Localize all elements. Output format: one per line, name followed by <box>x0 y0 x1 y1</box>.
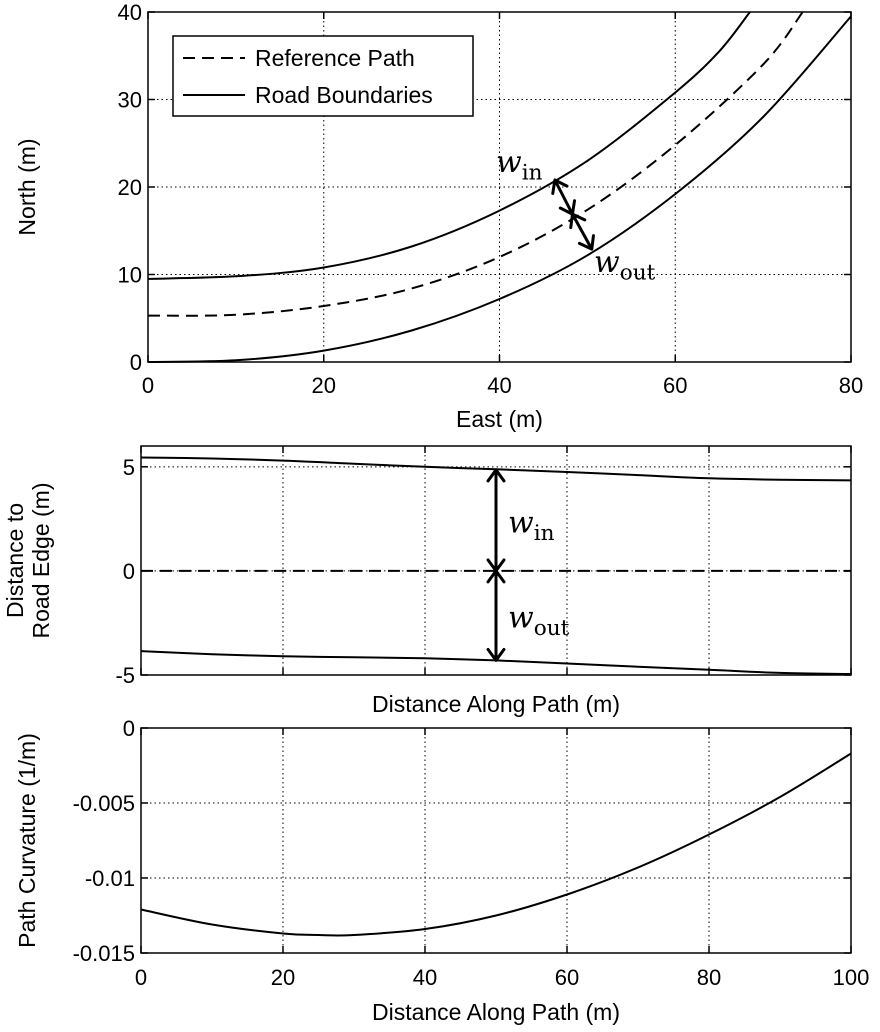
x-tick-label: 60 <box>555 965 579 990</box>
y-axis-label: Path Curvature (1/m) <box>14 733 40 948</box>
y-tick-label: 20 <box>118 175 142 200</box>
y-tick-label: 5 <box>123 455 135 480</box>
arrow-shaft <box>553 179 574 215</box>
annotation-arrow: win <box>496 145 577 216</box>
x-axis-label: Distance Along Path (m) <box>372 999 620 1025</box>
plot-frame <box>140 445 852 676</box>
arrowhead <box>486 468 506 483</box>
series-line <box>140 752 852 937</box>
legend-label: Road Boundaries <box>255 82 433 108</box>
annotation-label: wout <box>594 245 656 286</box>
arrowhead <box>486 569 506 584</box>
series-line <box>147 11 804 317</box>
arrowhead <box>569 212 587 230</box>
x-tick-label: 40 <box>413 965 437 990</box>
legend: Reference Path Road Boundaries <box>172 35 474 117</box>
y-axis-label: North (m) <box>14 138 40 235</box>
bottom-plot: 0 20 40 60 80 100 -0.015 -0.01 -0.005 0 Distance A… <box>14 716 869 1025</box>
annotation-label: win <box>508 505 555 546</box>
y-tick-label: 10 <box>118 263 142 288</box>
y-tick-label: -0.005 <box>73 791 135 816</box>
annotation-label: wout <box>508 601 570 642</box>
arrowhead <box>486 647 506 662</box>
annotation-arrow: wout <box>569 212 656 286</box>
plot-frame <box>140 727 852 954</box>
top-plot: 0 20 40 60 80 0 10 20 30 40 East (m) North (m) Refer… <box>14 0 863 432</box>
arrow-shaft <box>571 213 594 250</box>
annotation-arrow: win <box>486 468 555 573</box>
x-tick-label: 40 <box>487 373 511 398</box>
legend-label: Reference Path <box>255 45 415 71</box>
y-tick-label: 0 <box>123 559 135 584</box>
x-tick-label: 0 <box>135 965 147 990</box>
x-tick-label: 0 <box>142 373 154 398</box>
series-line <box>147 11 751 280</box>
x-tick-label: 100 <box>833 965 870 990</box>
y-axis-label: Road Edge (m) <box>28 483 54 639</box>
x-tick-label: 20 <box>312 373 336 398</box>
x-tick-label: 80 <box>697 965 721 990</box>
annotation-arrow: wout <box>486 569 570 662</box>
x-axis-label: Distance Along Path (m) <box>372 691 620 717</box>
x-axis-label: East (m) <box>456 406 543 432</box>
y-tick-label: 0 <box>123 716 135 741</box>
y-axis-label: Distance to <box>2 503 28 618</box>
x-tick-label: 80 <box>839 373 863 398</box>
y-tick-label: -0.015 <box>73 941 135 966</box>
series-line <box>147 15 852 363</box>
arrowhead <box>577 234 595 251</box>
annotation-label: win <box>496 145 543 186</box>
y-tick-label: -5 <box>115 663 135 688</box>
y-tick-label: -0.01 <box>85 866 135 891</box>
x-tick-label: 60 <box>663 373 687 398</box>
legend-box <box>172 35 474 117</box>
y-tick-label: 30 <box>118 88 142 113</box>
x-tick-label: 20 <box>271 965 295 990</box>
y-tick-label: 40 <box>118 0 142 25</box>
arrowhead <box>551 178 569 195</box>
y-tick-label: 0 <box>130 350 142 375</box>
middle-plot: -5 0 5 Distance Along Path (m) Distance to Ro… <box>2 445 852 717</box>
